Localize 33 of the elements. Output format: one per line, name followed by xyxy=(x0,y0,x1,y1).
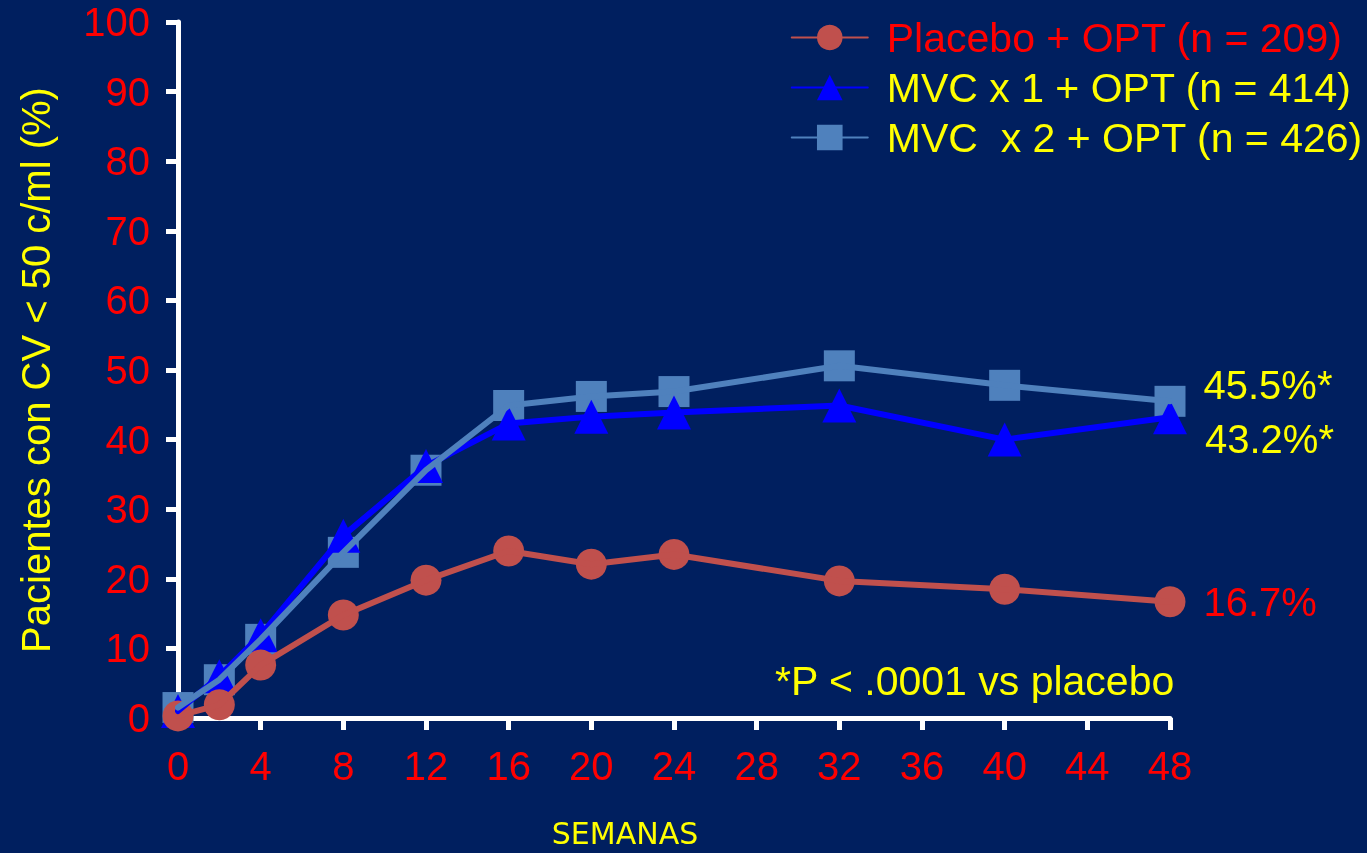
y-tick-label: 100 xyxy=(83,0,150,44)
x-tick-label: 40 xyxy=(982,744,1027,788)
x-tick-label: 20 xyxy=(569,744,614,788)
y-tick-label: 0 xyxy=(127,696,150,740)
x-tick-label: 36 xyxy=(899,744,945,788)
y-tick-label: 50 xyxy=(105,348,150,392)
y-tick-label: 70 xyxy=(105,208,150,253)
legend-label: Placebo + OPT (n = 209) xyxy=(886,14,1342,61)
x-tick-label: 16 xyxy=(486,744,531,788)
legend-label: MVC x 1 + OPT (n = 414) xyxy=(886,64,1351,111)
x-tick-label: 44 xyxy=(1065,744,1110,788)
y-tick-label: 10 xyxy=(105,626,150,671)
x-tick-label: 28 xyxy=(734,744,779,788)
x-axis-title: SEMANAS xyxy=(551,815,699,851)
x-tick-label: 8 xyxy=(332,744,355,788)
x-tick-label: 4 xyxy=(249,744,272,788)
y-tick-label: 80 xyxy=(105,139,150,184)
annotation: *P < .0001 vs placebo xyxy=(774,657,1175,704)
x-tick-label: 48 xyxy=(1147,744,1193,788)
legend-label: MVC x 2 + OPT (n = 426) xyxy=(886,114,1363,161)
x-tick-label: 12 xyxy=(403,744,449,788)
y-tick-label: 90 xyxy=(105,69,150,114)
data-label: 45.5%* xyxy=(1203,363,1333,408)
y-tick-label: 60 xyxy=(105,278,150,323)
y-tick-label: 40 xyxy=(105,417,150,462)
y-axis-title: Pacientes con CV < 50 c/ml (%) xyxy=(14,87,58,653)
y-tick-label: 20 xyxy=(105,556,150,601)
data-label: 43.2%* xyxy=(1205,417,1334,462)
y-tick-label: 30 xyxy=(105,487,150,532)
x-tick-label: 0 xyxy=(166,744,190,788)
data-label: 16.7% xyxy=(1203,579,1317,624)
x-tick-label: 32 xyxy=(817,744,862,788)
x-tick-label: 24 xyxy=(651,744,697,788)
